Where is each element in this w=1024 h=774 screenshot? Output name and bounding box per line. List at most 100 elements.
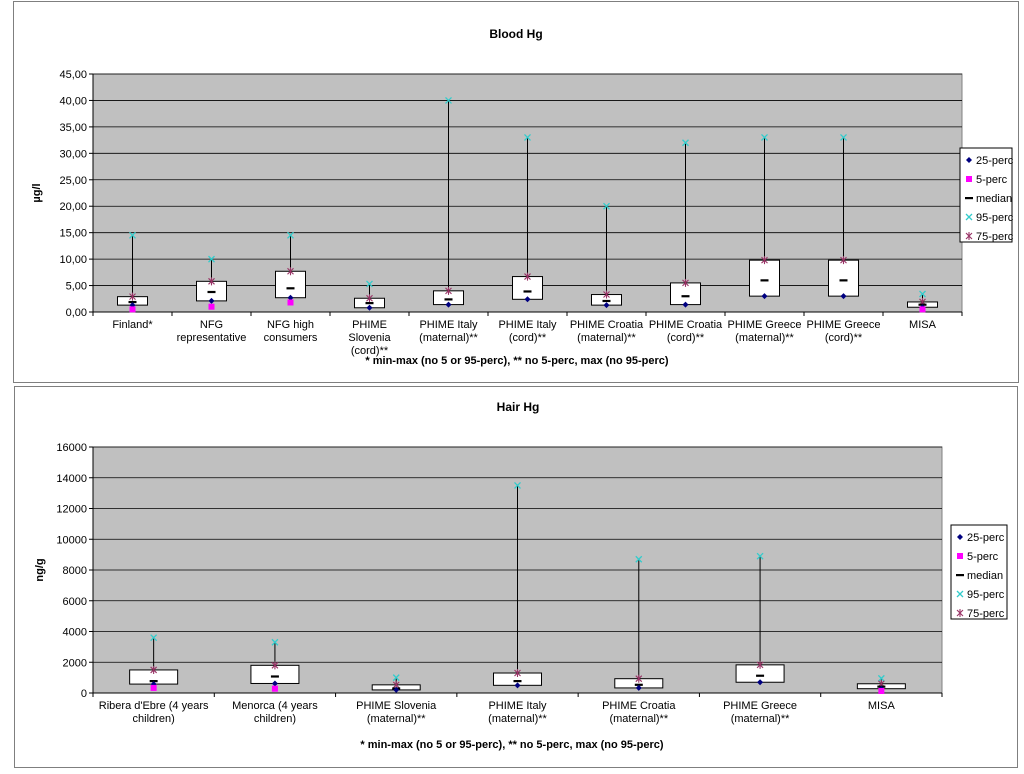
point-95-perc [761, 134, 768, 141]
x-category-label-line: PHIME Italy [498, 319, 557, 331]
point-75-perc [756, 660, 764, 669]
point-95-perc [524, 134, 531, 141]
y-tick-label: 10000 [56, 534, 87, 546]
point-5-perc [129, 306, 136, 313]
x-category-label-line: (maternal)** [419, 332, 478, 344]
point-5-perc [150, 684, 157, 691]
y-tick-label: 15,00 [59, 228, 87, 240]
x-category-label-line: (maternal)** [609, 713, 668, 725]
box-group [354, 280, 385, 311]
point-95-perc [682, 139, 689, 147]
point-25-perc [366, 304, 373, 311]
x-category-label-line: (cord)** [825, 332, 863, 344]
x-category-label: PHIME Slovenia (maternal)** [356, 700, 437, 725]
x-category-label-line: PHIME Italy [419, 319, 478, 331]
point-median [444, 298, 453, 301]
chart-note: * min-max (no 5 or 95-perc), ** no 5-per… [365, 355, 669, 367]
y-tick-label: 14000 [56, 473, 87, 485]
iqr-box [828, 259, 859, 297]
blood-hg-chart: Blood Hg 0,00 5,00 10,00 15,00 20,00 25,00 30,0… [31, 27, 1014, 367]
point-95-perc [756, 552, 764, 560]
point-95-perc [635, 555, 643, 563]
y-tick-label: 10,00 [59, 254, 87, 266]
point-25-perc [682, 301, 689, 308]
box-group [196, 255, 227, 310]
legend-marker [957, 534, 963, 540]
x-category-label-line: (maternal)** [488, 713, 547, 725]
point-75-perc [524, 272, 531, 281]
point-95-perc [366, 280, 373, 288]
y-tick-label: 0,00 [66, 307, 87, 319]
point-75-perc [287, 267, 294, 276]
x-category-label: PHIME Italy (maternal)** [419, 319, 478, 344]
point-median [602, 299, 611, 303]
y-tick-label: 12000 [56, 504, 87, 516]
blood-hg-panel: Blood Hg 0,00 5,00 10,00 15,00 20,00 25,00 30,0… [13, 1, 1019, 383]
box-group [856, 674, 906, 695]
y-tick-label: 40,00 [59, 95, 87, 107]
x-category-label-line: children) [254, 713, 296, 725]
point-75-perc [635, 674, 643, 683]
point-25-perc [757, 679, 764, 686]
box-group [907, 290, 938, 313]
box-group [670, 139, 701, 308]
point-95-perc [445, 96, 452, 104]
box-group [735, 552, 785, 686]
y-tick-label: 5,00 [66, 281, 87, 293]
box-group [591, 202, 622, 309]
x-category-label: PHIME Italy (cord)** [498, 319, 557, 344]
x-category-label-line: (cord)** [509, 332, 547, 344]
x-category-label: MISA [868, 700, 896, 712]
y-tick-label: 4000 [63, 627, 87, 639]
x-category-label-line: consumers [264, 332, 318, 344]
y-axis-label: ng/g [34, 558, 46, 581]
point-75-perc [603, 290, 610, 299]
box-group [250, 638, 300, 692]
legend-marker [966, 176, 972, 182]
point-75-perc [514, 669, 521, 678]
point-95-perc [208, 255, 215, 263]
x-category-label-line: (maternal)** [731, 713, 790, 725]
x-category-label: Menorca (4 years children) [232, 700, 318, 725]
x-category-label-line: Ribera d'Ebre (4 years [99, 700, 209, 712]
point-95-perc [919, 290, 926, 298]
legend-marker [966, 157, 972, 163]
x-category-label-line: PHIME Croatia [602, 700, 676, 712]
point-5-perc [878, 688, 885, 695]
legend-entry: median [967, 570, 1003, 582]
point-95-perc [271, 638, 279, 646]
legend-entry: 25-perc [967, 532, 1005, 544]
legend-entry: 75-perc [967, 608, 1005, 620]
box-group [371, 674, 421, 693]
x-category-label-line: NFG high [267, 319, 314, 331]
point-75-perc [840, 256, 847, 265]
point-95-perc [287, 231, 294, 239]
point-5-perc [287, 299, 294, 306]
x-category-label-line: MISA [868, 700, 896, 712]
point-95-perc [877, 674, 885, 682]
x-category-label-line: (cord)** [667, 332, 705, 344]
x-category-label-line: (cord)** [351, 345, 389, 357]
legend-entry: median [976, 193, 1012, 205]
point-25-perc [445, 301, 452, 308]
x-category-label: NFG representative [177, 319, 247, 344]
x-category-label-line: representative [177, 332, 247, 344]
x-category-label-line: (maternal)** [735, 332, 794, 344]
point-95-perc [603, 202, 610, 210]
x-category-label-line: PHIME Greece [728, 319, 802, 331]
point-median [365, 302, 374, 305]
point-75-perc [150, 665, 158, 674]
x-category-label: Ribera d'Ebre (4 years children) [99, 700, 209, 725]
y-tick-label: 8000 [63, 565, 87, 577]
legend: 25-perc 5-perc median 95-perc 75-perc [950, 524, 1008, 620]
point-75-perc [761, 256, 768, 265]
point-75-perc [129, 292, 136, 301]
point-75-perc [208, 277, 215, 286]
point-25-perc [514, 682, 521, 689]
point-25-perc [524, 296, 531, 303]
iqr-box [749, 259, 780, 297]
box-group [275, 231, 306, 306]
point-95-perc [150, 634, 158, 642]
legend-entry: 5-perc [967, 551, 999, 563]
point-25-perc [635, 684, 642, 691]
